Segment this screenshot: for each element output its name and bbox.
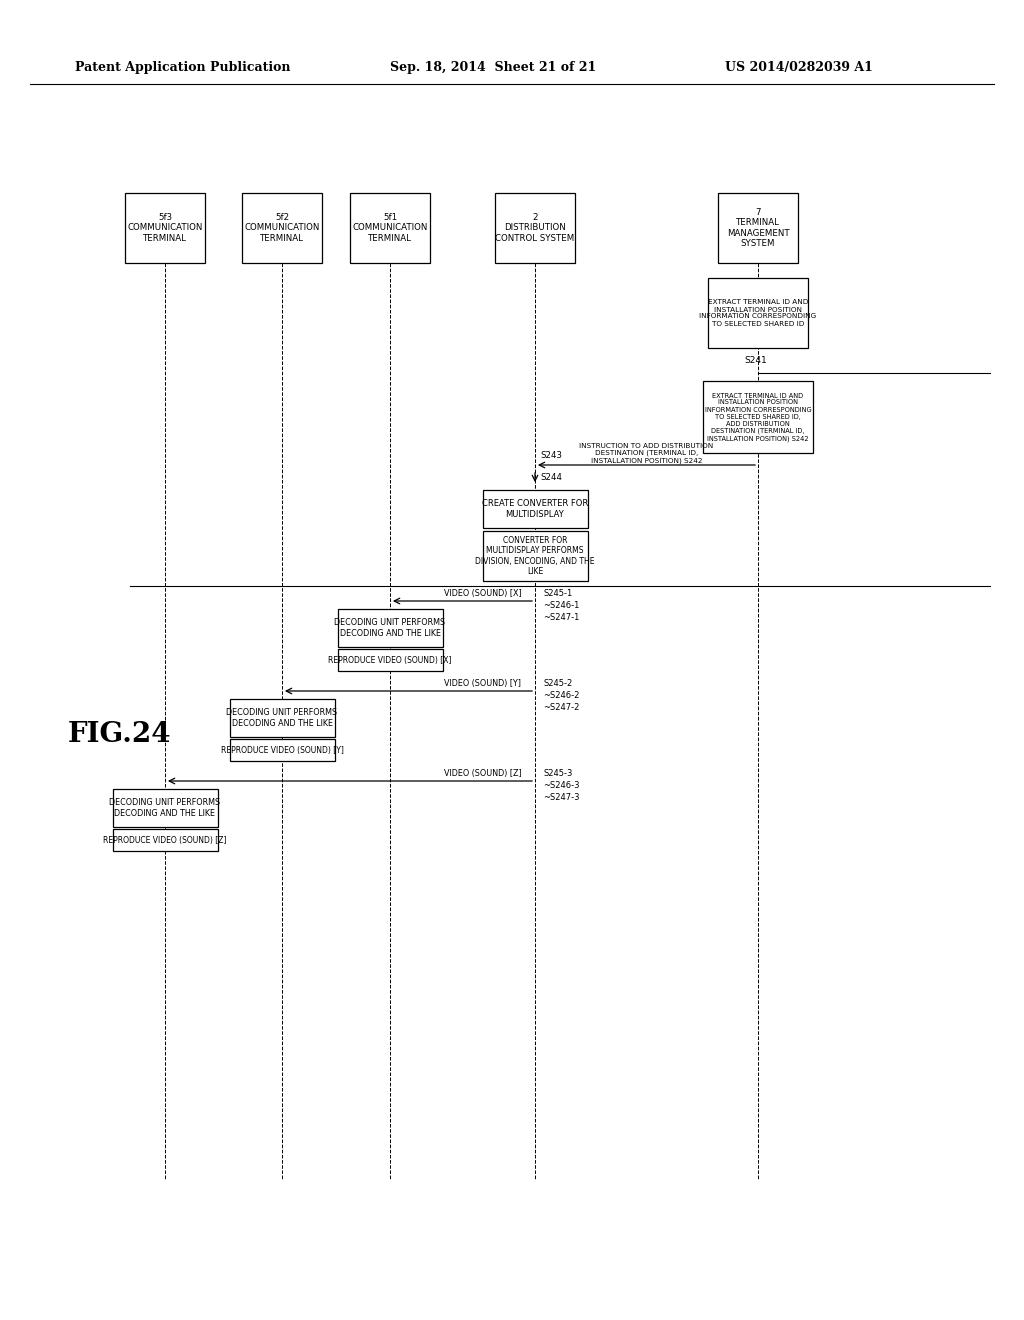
Text: ~S246-1: ~S246-1 xyxy=(543,601,580,610)
Text: S245-3: S245-3 xyxy=(543,770,572,777)
Text: ~S247-2: ~S247-2 xyxy=(543,704,580,711)
Text: 5f1
COMMUNICATION
TERMINAL: 5f1 COMMUNICATION TERMINAL xyxy=(352,213,428,243)
Bar xyxy=(338,649,443,671)
Bar xyxy=(338,609,443,647)
Text: DECODING UNIT PERFORMS
DECODING AND THE LIKE: DECODING UNIT PERFORMS DECODING AND THE … xyxy=(226,709,338,727)
Text: DECODING UNIT PERFORMS
DECODING AND THE LIKE: DECODING UNIT PERFORMS DECODING AND THE … xyxy=(335,618,445,638)
Bar xyxy=(483,531,588,581)
Text: Sep. 18, 2014  Sheet 21 of 21: Sep. 18, 2014 Sheet 21 of 21 xyxy=(390,62,596,74)
Bar xyxy=(495,193,575,263)
Text: ~S247-1: ~S247-1 xyxy=(543,612,580,622)
Text: 5f3
COMMUNICATION
TERMINAL: 5f3 COMMUNICATION TERMINAL xyxy=(127,213,203,243)
Text: 7
TERMINAL
MANAGEMENT
SYSTEM: 7 TERMINAL MANAGEMENT SYSTEM xyxy=(727,209,790,248)
Text: EXTRACT TERMINAL ID AND
INSTALLATION POSITION
INFORMATION CORRESPONDING
TO SELEC: EXTRACT TERMINAL ID AND INSTALLATION POS… xyxy=(699,300,816,326)
Text: VIDEO (SOUND) [Z]: VIDEO (SOUND) [Z] xyxy=(444,770,522,777)
Bar xyxy=(113,789,218,828)
Bar xyxy=(350,193,430,263)
Bar xyxy=(703,381,813,453)
Text: VIDEO (SOUND) [Y]: VIDEO (SOUND) [Y] xyxy=(444,678,521,688)
Text: S243: S243 xyxy=(540,451,562,459)
Text: DECODING UNIT PERFORMS
DECODING AND THE LIKE: DECODING UNIT PERFORMS DECODING AND THE … xyxy=(110,799,220,817)
Text: REPRODUCE VIDEO (SOUND) [X]: REPRODUCE VIDEO (SOUND) [X] xyxy=(329,656,452,664)
Text: REPRODUCE VIDEO (SOUND) [Z]: REPRODUCE VIDEO (SOUND) [Z] xyxy=(103,836,226,845)
Text: CREATE CONVERTER FOR
MULTIDISPLAY: CREATE CONVERTER FOR MULTIDISPLAY xyxy=(482,499,588,519)
Text: S244: S244 xyxy=(540,473,562,482)
Bar xyxy=(230,739,335,762)
Text: ~S246-3: ~S246-3 xyxy=(543,781,580,789)
Text: REPRODUCE VIDEO (SOUND) [Y]: REPRODUCE VIDEO (SOUND) [Y] xyxy=(220,746,343,755)
Text: 2
DISTRIBUTION
CONTROL SYSTEM: 2 DISTRIBUTION CONTROL SYSTEM xyxy=(496,213,574,243)
Text: S245-1: S245-1 xyxy=(543,589,572,598)
Bar xyxy=(113,829,218,851)
Text: ~S246-2: ~S246-2 xyxy=(543,690,580,700)
Text: VIDEO (SOUND) [X]: VIDEO (SOUND) [X] xyxy=(444,589,522,598)
Bar xyxy=(125,193,205,263)
Text: S241: S241 xyxy=(744,356,767,366)
Text: FIG.24: FIG.24 xyxy=(68,722,171,748)
Text: INSTRUCTION TO ADD DISTRIBUTION
DESTINATION (TERMINAL ID,
INSTALLATION POSITION): INSTRUCTION TO ADD DISTRIBUTION DESTINAT… xyxy=(580,444,714,465)
Text: CONVERTER FOR
MULTIDISPLAY PERFORMS
DIVISION, ENCODING, AND THE
LIKE: CONVERTER FOR MULTIDISPLAY PERFORMS DIVI… xyxy=(475,536,595,576)
Text: US 2014/0282039 A1: US 2014/0282039 A1 xyxy=(725,62,872,74)
Bar xyxy=(242,193,322,263)
Text: ~S247-3: ~S247-3 xyxy=(543,793,580,803)
Text: Patent Application Publication: Patent Application Publication xyxy=(75,62,291,74)
Text: 5f2
COMMUNICATION
TERMINAL: 5f2 COMMUNICATION TERMINAL xyxy=(245,213,319,243)
Text: EXTRACT TERMINAL ID AND
INSTALLATION POSITION
INFORMATION CORRESPONDING
TO SELEC: EXTRACT TERMINAL ID AND INSTALLATION POS… xyxy=(705,392,811,441)
Bar xyxy=(718,193,798,263)
Bar xyxy=(483,490,588,528)
Bar xyxy=(230,700,335,737)
Text: S245-2: S245-2 xyxy=(543,678,572,688)
Bar xyxy=(708,279,808,348)
